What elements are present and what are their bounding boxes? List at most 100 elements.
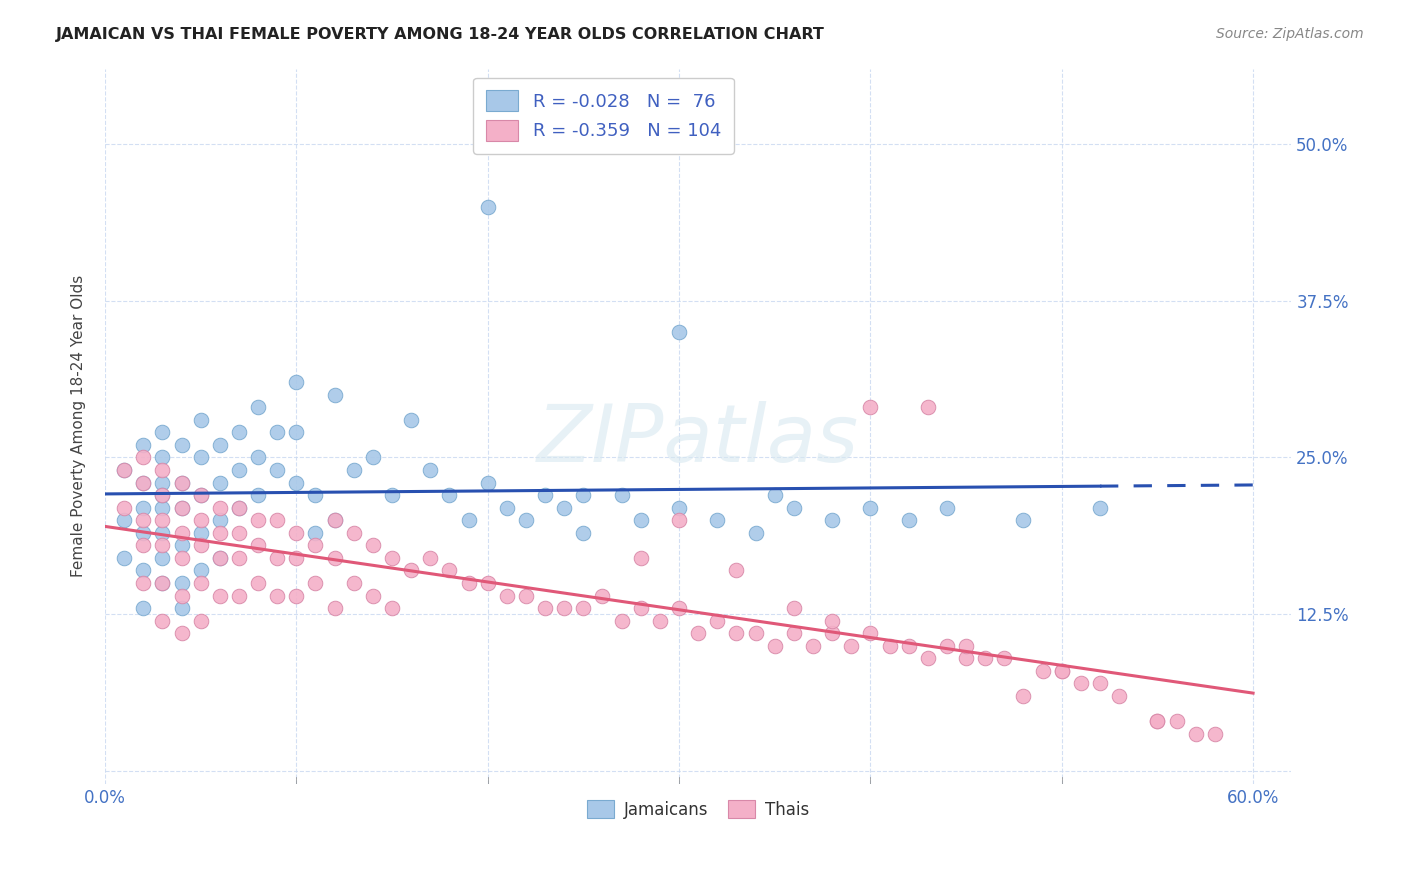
- Point: [381, 550, 404, 565]
- Point: [419, 550, 441, 565]
- Point: [132, 450, 155, 465]
- Point: [1146, 714, 1168, 728]
- Point: [170, 500, 193, 515]
- Point: [515, 589, 537, 603]
- Point: [190, 538, 212, 552]
- Point: [993, 651, 1015, 665]
- Point: [112, 463, 135, 477]
- Point: [361, 450, 384, 465]
- Point: [170, 589, 193, 603]
- Point: [323, 388, 346, 402]
- Point: [859, 401, 882, 415]
- Point: [208, 475, 231, 490]
- Point: [170, 626, 193, 640]
- Point: [228, 500, 250, 515]
- Point: [1184, 726, 1206, 740]
- Point: [304, 488, 326, 502]
- Point: [783, 601, 806, 615]
- Point: [630, 550, 652, 565]
- Point: [152, 525, 174, 540]
- Point: [859, 500, 882, 515]
- Point: [897, 639, 920, 653]
- Point: [1050, 664, 1073, 678]
- Point: [266, 425, 288, 440]
- Point: [879, 639, 901, 653]
- Point: [323, 513, 346, 527]
- Point: [247, 488, 270, 502]
- Point: [630, 601, 652, 615]
- Point: [152, 425, 174, 440]
- Point: [935, 639, 957, 653]
- Point: [285, 589, 308, 603]
- Point: [152, 475, 174, 490]
- Point: [343, 576, 366, 591]
- Point: [208, 513, 231, 527]
- Point: [1146, 714, 1168, 728]
- Point: [170, 438, 193, 452]
- Point: [897, 513, 920, 527]
- Point: [399, 563, 422, 577]
- Point: [917, 651, 939, 665]
- Point: [266, 589, 288, 603]
- Point: [457, 513, 479, 527]
- Point: [247, 513, 270, 527]
- Point: [285, 375, 308, 389]
- Point: [553, 500, 575, 515]
- Point: [228, 463, 250, 477]
- Point: [152, 463, 174, 477]
- Point: [190, 525, 212, 540]
- Point: [706, 614, 728, 628]
- Point: [132, 475, 155, 490]
- Point: [285, 525, 308, 540]
- Point: [285, 550, 308, 565]
- Text: Source: ZipAtlas.com: Source: ZipAtlas.com: [1216, 27, 1364, 41]
- Point: [821, 513, 844, 527]
- Text: JAMAICAN VS THAI FEMALE POVERTY AMONG 18-24 YEAR OLDS CORRELATION CHART: JAMAICAN VS THAI FEMALE POVERTY AMONG 18…: [56, 27, 825, 42]
- Point: [132, 513, 155, 527]
- Point: [132, 438, 155, 452]
- Point: [112, 500, 135, 515]
- Point: [381, 488, 404, 502]
- Point: [399, 413, 422, 427]
- Point: [304, 525, 326, 540]
- Point: [955, 651, 977, 665]
- Point: [152, 576, 174, 591]
- Point: [1070, 676, 1092, 690]
- Point: [1050, 664, 1073, 678]
- Point: [152, 550, 174, 565]
- Point: [763, 488, 786, 502]
- Point: [361, 538, 384, 552]
- Point: [132, 475, 155, 490]
- Point: [304, 576, 326, 591]
- Point: [228, 425, 250, 440]
- Point: [1088, 500, 1111, 515]
- Point: [744, 525, 766, 540]
- Text: ZIPatlas: ZIPatlas: [537, 401, 859, 479]
- Point: [668, 500, 690, 515]
- Point: [495, 500, 517, 515]
- Point: [170, 550, 193, 565]
- Point: [152, 488, 174, 502]
- Point: [170, 525, 193, 540]
- Point: [534, 601, 557, 615]
- Point: [648, 614, 671, 628]
- Point: [706, 513, 728, 527]
- Point: [247, 450, 270, 465]
- Point: [247, 538, 270, 552]
- Point: [1166, 714, 1188, 728]
- Point: [515, 513, 537, 527]
- Point: [572, 601, 595, 615]
- Point: [190, 563, 212, 577]
- Point: [630, 513, 652, 527]
- Point: [132, 500, 155, 515]
- Point: [170, 475, 193, 490]
- Point: [668, 325, 690, 339]
- Point: [343, 463, 366, 477]
- Point: [439, 563, 461, 577]
- Point: [170, 475, 193, 490]
- Point: [610, 488, 633, 502]
- Point: [170, 538, 193, 552]
- Point: [152, 450, 174, 465]
- Point: [1012, 689, 1035, 703]
- Legend: Jamaicans, Thais: Jamaicans, Thais: [581, 794, 815, 825]
